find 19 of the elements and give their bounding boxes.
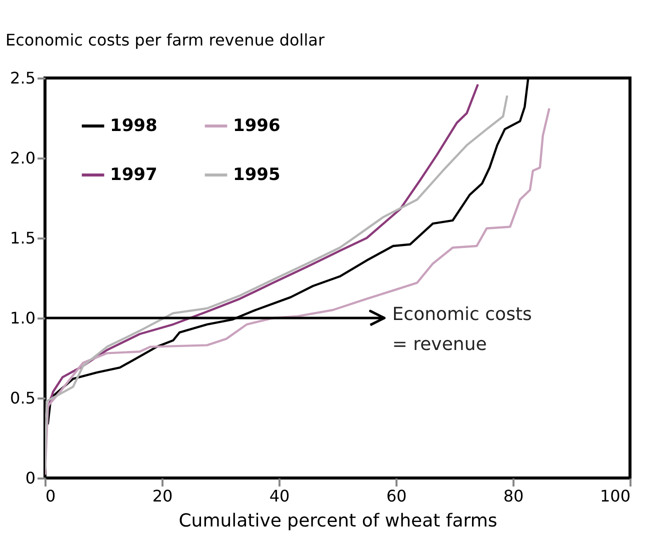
y-tick-label: 2.5	[10, 68, 36, 88]
y-axis-title: Economic costs per farm revenue dollar	[6, 30, 325, 50]
y-tick-label: 2.0	[10, 148, 36, 168]
y-tick-label: 0.5	[10, 388, 36, 408]
y-tick-label: 1.5	[10, 228, 36, 248]
y-tick-label: 0	[25, 468, 36, 488]
legend-label: 1996	[233, 116, 280, 136]
x-tick-label: 20	[152, 486, 173, 506]
x-tick-label: 100	[600, 486, 630, 506]
x-tick-label: 80	[503, 486, 524, 506]
x-tick-label: 40	[269, 486, 290, 506]
legend-label: 1995	[233, 165, 280, 185]
ref-line-label: Economic costs = revenue	[392, 304, 532, 355]
x-tick-label: 60	[386, 486, 407, 506]
x-axis-title: Cumulative percent of wheat farms	[178, 510, 498, 532]
y-tick-label: 1.0	[10, 308, 36, 328]
x-tick-label: 0	[46, 486, 56, 506]
legend-label: 1997	[110, 165, 158, 185]
legend-label: 1998	[110, 116, 158, 136]
